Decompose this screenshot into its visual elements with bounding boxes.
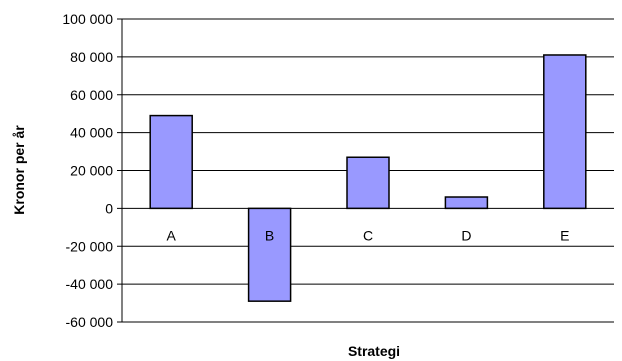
bar-e xyxy=(543,54,587,210)
y-tick-label: 20 000 xyxy=(70,163,113,179)
y-tick-label: 80 000 xyxy=(70,49,113,65)
y-tick-labels: 100 000 80 000 60 000 40 000 20 000 0 -20 000 -… xyxy=(62,11,122,330)
x-axis-title: Strategi xyxy=(348,343,400,359)
bars xyxy=(149,54,587,302)
y-tick-label: 0 xyxy=(105,200,113,216)
bar-b xyxy=(247,207,292,302)
y-tick-label: -60 000 xyxy=(66,314,114,330)
x-category-label: E xyxy=(560,227,569,243)
x-category-label: B xyxy=(265,227,274,243)
x-category-labels: A B C D E xyxy=(167,227,570,243)
bar-d xyxy=(444,196,489,210)
y-tick-label: -20 000 xyxy=(66,238,114,254)
x-category-label: A xyxy=(167,227,177,243)
x-category-label: C xyxy=(363,227,373,243)
bar-c xyxy=(346,156,390,210)
y-tick-label: 40 000 xyxy=(70,125,113,141)
x-category-label: D xyxy=(461,227,471,243)
y-tick-label: 60 000 xyxy=(70,87,113,103)
y-tick-label: 100 000 xyxy=(62,11,113,27)
bar-a xyxy=(149,114,193,210)
y-axis-title: Kronor per år xyxy=(11,125,27,215)
y-tick-label: -40 000 xyxy=(66,276,114,292)
